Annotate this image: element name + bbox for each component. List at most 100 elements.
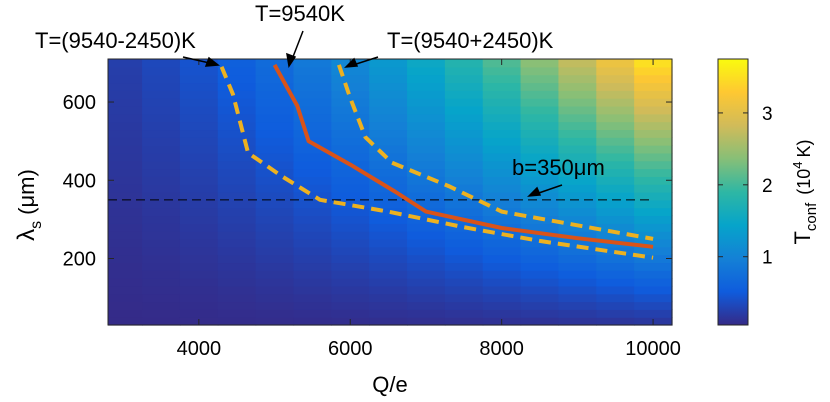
heatmap-cell bbox=[108, 82, 143, 91]
heatmap-cell bbox=[369, 152, 408, 162]
heatmap-cell bbox=[142, 223, 181, 232]
heatmap-cell bbox=[596, 309, 635, 318]
heatmap-cell bbox=[407, 262, 446, 271]
heatmap-cell bbox=[558, 238, 597, 248]
heatmap-cell bbox=[179, 137, 219, 146]
heatmap-cell bbox=[255, 215, 295, 224]
heatmap-cell bbox=[482, 262, 522, 271]
heatmap-cell bbox=[634, 293, 673, 303]
heatmap-cell bbox=[142, 270, 181, 279]
heatmap-cell bbox=[444, 176, 484, 185]
heatmap-cell bbox=[255, 184, 295, 193]
y-axis-label-unit: (μm) bbox=[14, 169, 39, 215]
heatmap-cell bbox=[331, 293, 370, 303]
heatmap-cell bbox=[596, 59, 635, 68]
heatmap-cell bbox=[179, 293, 219, 303]
heatmap-cell bbox=[444, 238, 484, 248]
heatmap-cell bbox=[142, 168, 181, 177]
heatmap-cell bbox=[142, 113, 181, 123]
heatmap-cell bbox=[634, 285, 673, 295]
heatmap-cell bbox=[142, 74, 181, 84]
heatmap-cell bbox=[331, 270, 370, 279]
arrowhead-center-curve bbox=[286, 52, 297, 68]
heatmap-cell bbox=[217, 207, 257, 217]
heatmap-cell bbox=[520, 199, 560, 209]
heatmap-cell bbox=[558, 285, 597, 295]
heatmap-cell bbox=[142, 82, 181, 91]
heatmap-cell bbox=[108, 168, 143, 177]
heatmap-cell bbox=[142, 317, 181, 326]
heatmap-cell bbox=[444, 66, 484, 76]
heatmap-cell bbox=[369, 293, 408, 303]
heatmap-cell bbox=[444, 309, 484, 318]
heatmap-cell bbox=[142, 199, 181, 209]
heatmap-cell bbox=[444, 301, 484, 310]
heatmap-cell bbox=[369, 246, 408, 256]
heatmap-cell bbox=[520, 82, 560, 91]
heatmap-cell bbox=[108, 309, 143, 318]
heatmap-cell bbox=[558, 199, 597, 209]
heatmap-cell bbox=[407, 246, 446, 256]
heatmap-cell bbox=[482, 238, 522, 248]
heatmap-cell bbox=[255, 192, 295, 201]
heatmap-cell bbox=[217, 113, 257, 123]
heatmap-cell bbox=[520, 90, 560, 99]
heatmap-cell bbox=[558, 215, 597, 224]
heatmap-cell bbox=[634, 168, 673, 177]
heatmap-cell bbox=[558, 231, 597, 240]
heatmap-cell bbox=[293, 152, 332, 162]
heatmap-cell bbox=[217, 176, 257, 185]
heatmap-cell bbox=[331, 246, 370, 256]
heatmap-cell bbox=[369, 309, 408, 318]
heatmap-cell bbox=[179, 254, 219, 264]
heatmap-cell bbox=[482, 309, 522, 318]
heatmap-cell bbox=[293, 270, 332, 279]
heatmap-cell bbox=[217, 184, 257, 193]
heatmap-cell bbox=[407, 199, 446, 209]
heatmap-cell bbox=[142, 152, 181, 162]
heatmap-cell bbox=[444, 254, 484, 264]
heatmap-cell bbox=[255, 98, 295, 107]
heatmap-cell bbox=[255, 137, 295, 146]
heatmap-cell bbox=[596, 66, 635, 76]
heatmap-cell bbox=[407, 59, 446, 68]
heatmap-cell bbox=[634, 246, 673, 256]
heatmap-cell bbox=[142, 262, 181, 271]
heatmap-cell bbox=[217, 223, 257, 232]
colorbar: 1 2 3 Tconf (104 K) bbox=[717, 58, 820, 326]
heatmap-cell bbox=[179, 176, 219, 185]
heatmap-cell bbox=[558, 270, 597, 279]
heatmap-cell bbox=[179, 238, 219, 248]
heatmap-cell bbox=[179, 207, 219, 217]
heatmap-cell bbox=[255, 270, 295, 279]
heatmap-cell bbox=[108, 160, 143, 170]
heatmap-cell bbox=[634, 207, 673, 217]
heatmap-cell bbox=[444, 293, 484, 303]
heatmap-cell bbox=[179, 90, 219, 99]
x-tick-label: 4000 bbox=[177, 338, 222, 360]
heatmap-cell bbox=[331, 215, 370, 224]
plot-frame bbox=[107, 58, 673, 326]
heatmap-cell bbox=[108, 129, 143, 138]
heatmap-cell bbox=[596, 223, 635, 232]
heatmap-cell bbox=[179, 66, 219, 76]
heatmap-cell bbox=[596, 293, 635, 303]
heatmap-cell bbox=[108, 223, 143, 232]
heatmap-cell bbox=[369, 223, 408, 232]
heatmap-cell bbox=[482, 137, 522, 146]
heatmap-cell bbox=[108, 215, 143, 224]
y-tick-label: 200 bbox=[63, 249, 96, 271]
heatmap-cell bbox=[293, 59, 332, 68]
heatmap-cell bbox=[634, 176, 673, 185]
heatmap-cell bbox=[179, 184, 219, 193]
heatmap-cell bbox=[142, 309, 181, 318]
heatmap-cell bbox=[369, 301, 408, 310]
heatmap-cell bbox=[369, 113, 408, 123]
heatmap-cell bbox=[558, 152, 597, 162]
heatmap-cell bbox=[331, 176, 370, 185]
heatmap-cell bbox=[520, 137, 560, 146]
heatmap-cell bbox=[482, 192, 522, 201]
heatmap-cell bbox=[217, 301, 257, 310]
heatmap-cell bbox=[482, 285, 522, 295]
heatmap-cell bbox=[179, 168, 219, 177]
